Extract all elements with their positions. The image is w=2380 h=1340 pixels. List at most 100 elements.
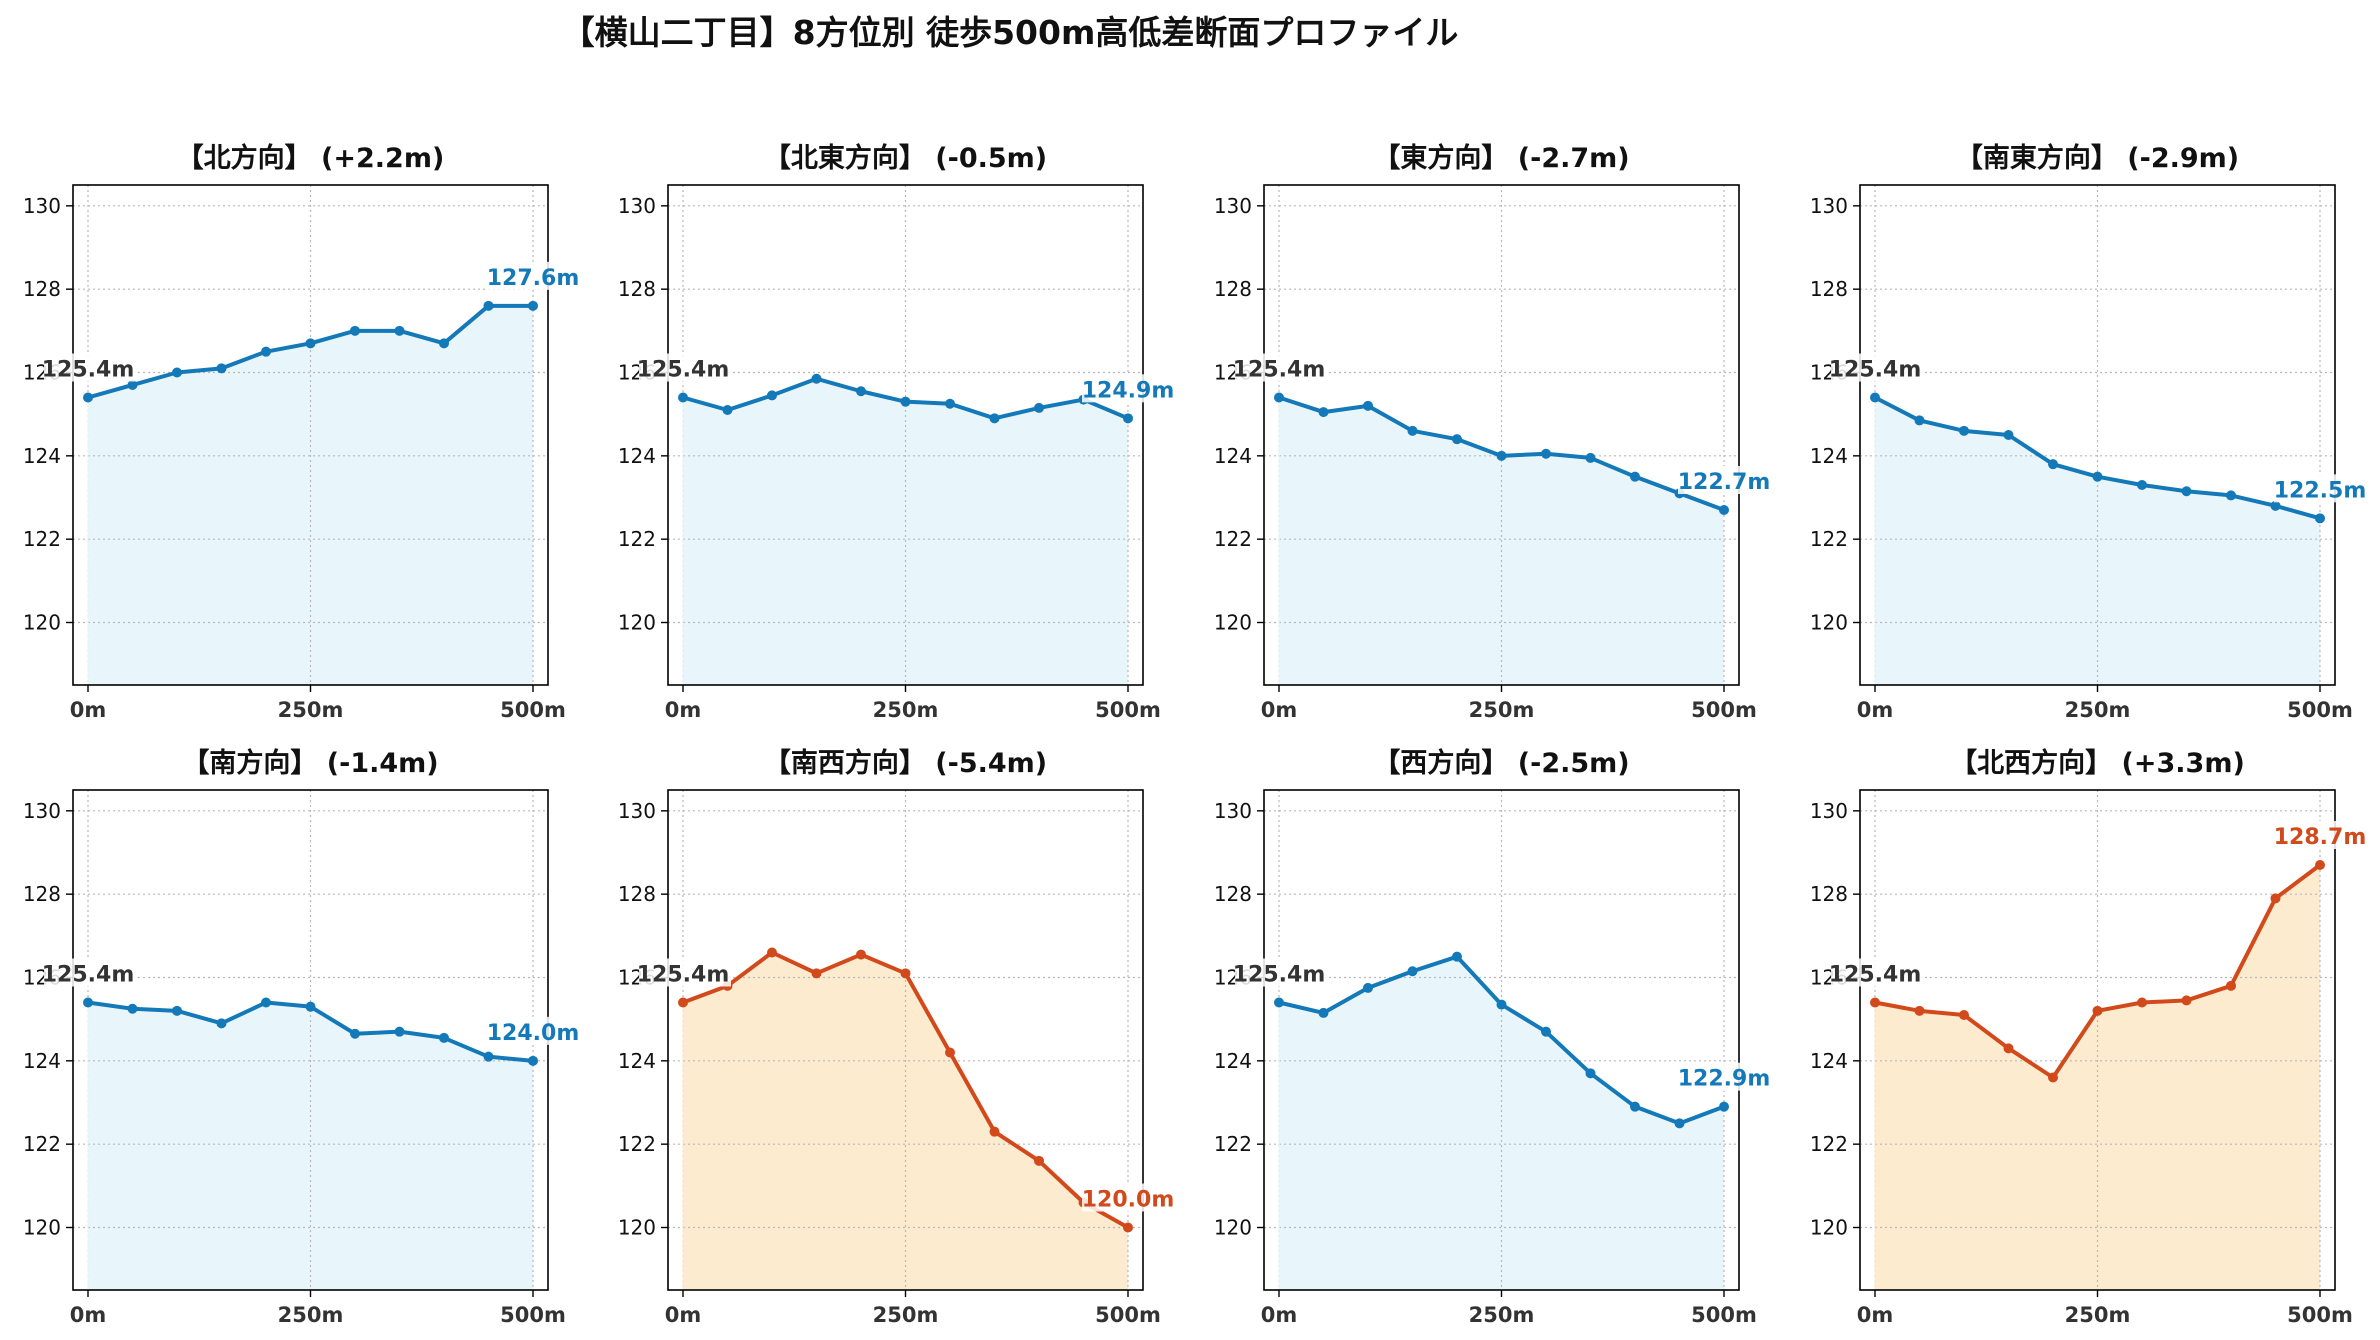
- data-point: [2270, 893, 2281, 904]
- data-point: [172, 367, 182, 378]
- y-tick-label: 122: [1810, 1132, 1848, 1156]
- data-point: [483, 1051, 494, 1062]
- y-tick-label: 122: [23, 527, 61, 551]
- y-tick-label: 122: [23, 1132, 61, 1156]
- end-label-bg: [1678, 1062, 1770, 1091]
- x-tick-label: 500m: [2287, 1303, 2353, 1327]
- end-label: 124.0m: [487, 1021, 580, 1046]
- panel-title: 【東方向】 (-2.7m): [1373, 142, 1629, 174]
- y-tick-label: 128: [1810, 882, 1848, 906]
- data-point: [900, 396, 911, 407]
- data-point: [1318, 1007, 1329, 1018]
- data-point: [305, 1001, 316, 1012]
- end-label-bg: [1082, 374, 1174, 403]
- start-label: 125.4m: [1233, 358, 1326, 383]
- data-point: [2137, 480, 2147, 490]
- area-fill: [1279, 956, 1724, 1290]
- x-tick-label: 250m: [2065, 1303, 2131, 1327]
- y-tick-label: 130: [618, 194, 656, 218]
- data-point: [1870, 392, 1880, 403]
- y-tick-label: 128: [23, 882, 61, 906]
- x-tick-label: 0m: [665, 698, 702, 722]
- data-point: [2226, 490, 2236, 501]
- area-fill: [1875, 865, 2320, 1290]
- start-label: 125.4m: [42, 963, 135, 988]
- data-point: [811, 968, 822, 979]
- y-tick-label: 124: [1214, 444, 1252, 468]
- data-point: [678, 392, 688, 403]
- data-point: [2092, 471, 2103, 482]
- panel-title: 【北方向】 (+2.2m): [177, 142, 445, 174]
- y-tick-label: 122: [618, 527, 656, 551]
- data-point: [394, 325, 405, 336]
- y-tick-label: 124: [23, 1049, 61, 1073]
- data-point: [1452, 434, 1462, 445]
- data-point: [83, 997, 93, 1008]
- data-point: [261, 997, 271, 1008]
- data-point: [1318, 407, 1329, 418]
- start-label: 125.4m: [1233, 963, 1326, 988]
- panel-title: 【南西方向】 (-5.4m): [764, 747, 1047, 779]
- data-point: [439, 338, 449, 349]
- data-point: [2048, 1072, 2058, 1083]
- start-label: 125.4m: [42, 358, 135, 383]
- x-tick-label: 250m: [1469, 1303, 1535, 1327]
- end-label-bg: [487, 1016, 579, 1045]
- start-label-bg: [44, 958, 136, 987]
- y-tick-label: 124: [23, 444, 61, 468]
- data-point: [2181, 995, 2192, 1006]
- data-point: [528, 1055, 538, 1066]
- data-point: [528, 300, 538, 311]
- end-label-bg: [2274, 821, 2366, 849]
- data-point: [83, 392, 93, 403]
- x-tick-label: 250m: [278, 1303, 344, 1327]
- data-point: [2003, 1043, 2014, 1054]
- data-point: [1630, 471, 1640, 482]
- x-tick-label: 500m: [1691, 1303, 1757, 1327]
- figure-title: 【横山二丁目】8方位別 徒歩500m高低差断面プロファイル: [562, 13, 1459, 52]
- start-label: 125.4m: [637, 963, 730, 988]
- y-tick-label: 130: [1214, 194, 1252, 218]
- data-point: [811, 373, 822, 384]
- y-tick-label: 128: [618, 882, 656, 906]
- end-label: 122.7m: [1678, 470, 1771, 495]
- data-point: [1870, 997, 1880, 1008]
- start-label-bg: [639, 958, 731, 987]
- y-tick-label: 120: [23, 611, 61, 635]
- start-label-bg: [639, 353, 731, 382]
- x-tick-label: 250m: [278, 698, 344, 722]
- end-label-bg: [1678, 466, 1770, 494]
- start-label-bg: [44, 353, 136, 382]
- x-tick-label: 500m: [1691, 698, 1757, 722]
- y-tick-label: 120: [1810, 611, 1848, 635]
- y-tick-label: 124: [618, 1049, 656, 1073]
- data-point: [172, 1005, 182, 1016]
- x-tick-label: 0m: [665, 1303, 702, 1327]
- panel-title: 【南東方向】 (-2.9m): [1956, 142, 2239, 174]
- data-point: [1123, 413, 1133, 424]
- y-tick-label: 122: [1214, 527, 1252, 551]
- end-label-bg: [1082, 1183, 1174, 1212]
- data-point: [305, 338, 316, 349]
- panel-title: 【西方向】 (-2.5m): [1373, 747, 1629, 779]
- panel-title: 【北西方向】 (+3.3m): [1950, 747, 2245, 779]
- start-label-bg: [1235, 353, 1327, 382]
- end-label: 128.7m: [2274, 825, 2367, 850]
- data-point: [216, 363, 227, 374]
- x-tick-label: 250m: [873, 698, 939, 722]
- data-point: [2048, 459, 2058, 470]
- data-point: [2181, 486, 2192, 497]
- start-label: 125.4m: [1829, 963, 1922, 988]
- y-tick-label: 130: [618, 799, 656, 823]
- end-label: 122.9m: [1678, 1067, 1771, 1092]
- data-point: [1630, 1101, 1640, 1112]
- end-label: 124.9m: [1082, 378, 1175, 403]
- y-tick-label: 130: [1810, 799, 1848, 823]
- data-point: [1496, 450, 1507, 461]
